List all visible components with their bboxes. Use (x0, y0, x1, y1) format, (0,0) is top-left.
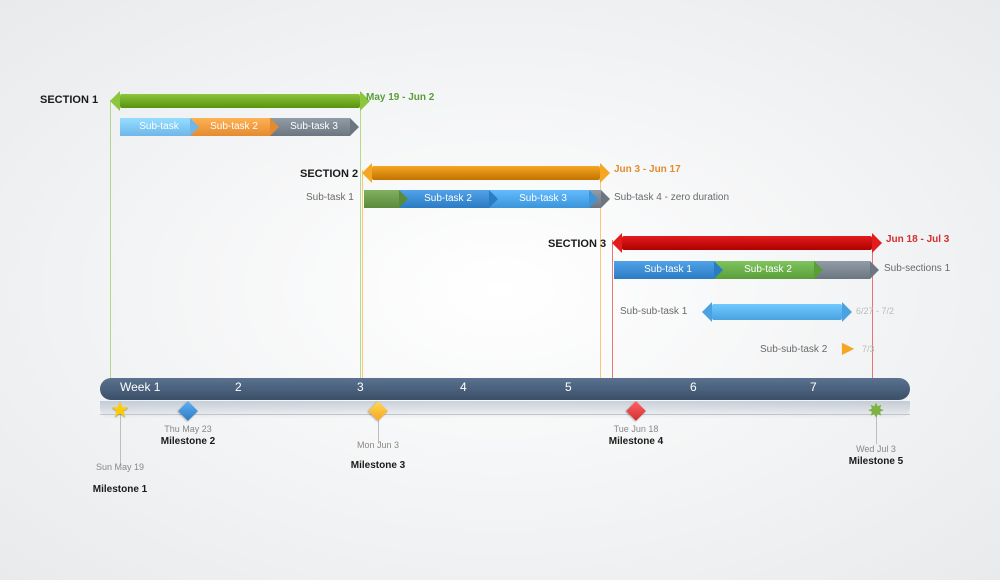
subtask-bar: Sub-task 2 (190, 118, 270, 136)
section-bar (120, 94, 360, 108)
milestone-name: Milestone 3 (338, 460, 418, 471)
milestone-date: Mon Jun 3 (348, 440, 408, 450)
section-start-line (362, 170, 363, 378)
milestone-date: Wed Jul 3 (846, 444, 906, 454)
milestone-date: Tue Jun 18 (606, 424, 666, 434)
subtask-label: Sub-task 1 (306, 192, 354, 203)
subtask-bar: Sub-task 3 (489, 190, 589, 208)
section-date-range: Jun 18 - Jul 3 (886, 234, 949, 245)
milestone-diamond-icon (627, 402, 645, 420)
subtask-label: Sub-task 4 - zero duration (614, 192, 729, 203)
milestone-name: Milestone 5 (836, 456, 916, 467)
section-end-line (360, 100, 361, 378)
subtask-bar: Sub-task 1 (614, 261, 714, 279)
section-start-line (612, 240, 613, 378)
subsubtask-date: 6/27 - 7/2 (856, 306, 894, 316)
milestone-burst-icon: ✸ (868, 399, 885, 424)
subsubtask-date: 7/3 (862, 344, 875, 354)
week-label: 5 (565, 380, 572, 394)
subtask-bar: Sub-task 2 (399, 190, 489, 208)
subtask-label: Sub-sections 1 (884, 263, 950, 274)
week-label: 7 (810, 380, 817, 394)
week-label: Week 1 (120, 380, 160, 394)
week-label: 6 (690, 380, 697, 394)
baseline (100, 414, 910, 415)
milestone-name: Milestone 4 (596, 436, 676, 447)
milestone-diamond-icon (179, 402, 197, 420)
milestone-diamond-icon (369, 402, 387, 420)
subtask-bar (364, 190, 399, 208)
week-label: 2 (235, 380, 242, 394)
section-bar (372, 166, 600, 180)
week-label: 3 (357, 380, 364, 394)
gantt-canvas: SECTION 1May 19 - Jun 2Sub-taskSub-task … (0, 0, 1000, 580)
subtask-bar (814, 261, 870, 279)
subsubtask-label: Sub-sub-task 2 (760, 344, 827, 355)
section-date-range: May 19 - Jun 2 (366, 92, 434, 103)
milestone-name: Milestone 1 (80, 484, 160, 495)
subtask-bar: Sub-task 2 (714, 261, 814, 279)
timeline-reflection (100, 401, 910, 419)
week-label: 4 (460, 380, 467, 394)
milestone-star-icon: ★ (110, 397, 130, 423)
milestone-date: Sun May 19 (90, 462, 150, 472)
timeline-bar (100, 378, 910, 400)
subtask-bar (589, 190, 601, 208)
milestone-name: Milestone 2 (148, 436, 228, 447)
section-label: SECTION 1 (40, 94, 98, 106)
section-label: SECTION 3 (548, 238, 606, 250)
section-start-line (110, 100, 111, 378)
subsubtask-pointer: ▶ (842, 338, 854, 358)
subsubtask-label: Sub-sub-task 1 (620, 306, 687, 317)
subsubtask-bar (712, 304, 842, 320)
subtask-bar: Sub-task (120, 118, 190, 136)
milestone-date: Thu May 23 (158, 424, 218, 434)
section-date-range: Jun 3 - Jun 17 (614, 164, 681, 175)
section-label: SECTION 2 (300, 168, 358, 180)
section-bar (622, 236, 872, 250)
subtask-bar: Sub-task 3 (270, 118, 350, 136)
